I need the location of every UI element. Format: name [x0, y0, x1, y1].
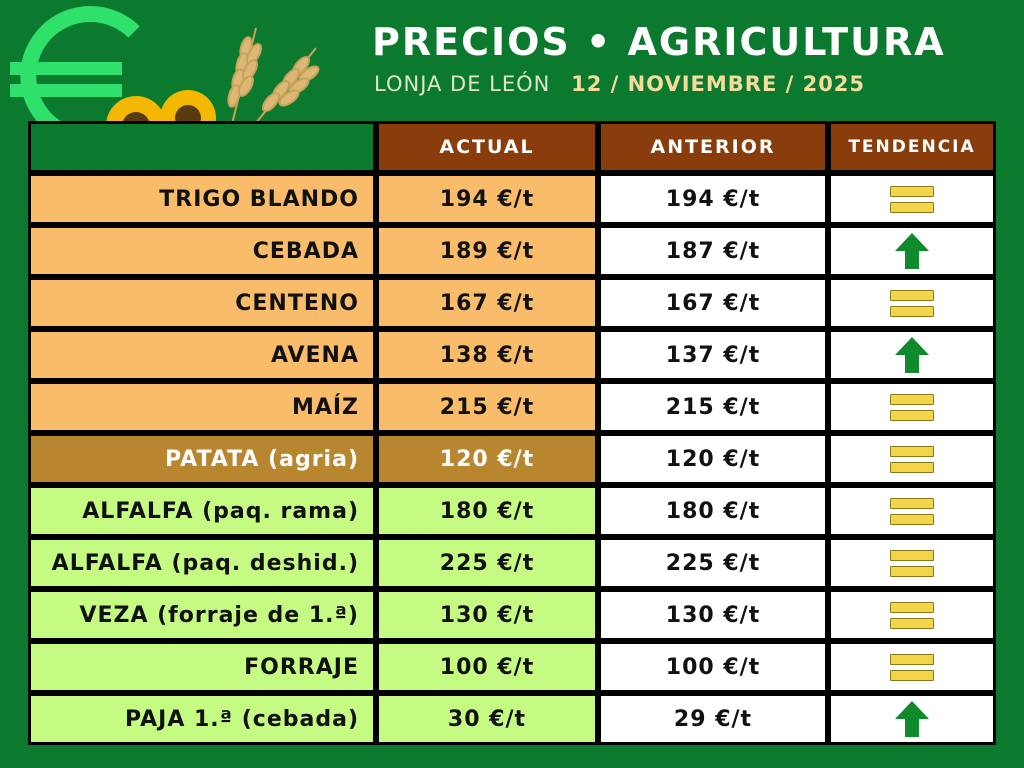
product-name: PATATA (agria): [28, 433, 376, 485]
current-price: 130 €/t: [376, 589, 598, 641]
equal-icon: [890, 601, 934, 629]
current-price: 189 €/t: [376, 225, 598, 277]
trend-cell: [828, 225, 996, 277]
trend-cell: [828, 277, 996, 329]
current-price: 180 €/t: [376, 485, 598, 537]
product-name: CEBADA: [28, 225, 376, 277]
header: PRECIOS • AGRICULTURA LONJA DE LEÓN 12 /…: [0, 0, 1024, 156]
report-date: 12 / NOVIEMBRE / 2025: [571, 72, 866, 96]
product-name: AVENA: [28, 329, 376, 381]
trend-cell: [828, 485, 996, 537]
page-title: PRECIOS • AGRICULTURA: [372, 20, 946, 64]
trend-cell: [828, 537, 996, 589]
arrow-up-icon: [895, 233, 929, 269]
product-name: MAÍZ: [28, 381, 376, 433]
arrow-up-icon: [895, 701, 929, 737]
price-table: ACTUAL ANTERIOR TENDENCIA TRIGO BLANDO 19…: [28, 121, 996, 745]
previous-price: 215 €/t: [598, 381, 828, 433]
current-price: 215 €/t: [376, 381, 598, 433]
product-name: FORRAJE: [28, 641, 376, 693]
product-name: ALFALFA (paq. rama): [28, 485, 376, 537]
trend-cell: [828, 641, 996, 693]
current-price: 30 €/t: [376, 693, 598, 745]
column-header-current: ACTUAL: [376, 121, 598, 173]
equal-icon: [890, 653, 934, 681]
previous-price: 137 €/t: [598, 329, 828, 381]
previous-price: 225 €/t: [598, 537, 828, 589]
equal-icon: [890, 393, 934, 421]
current-price: 225 €/t: [376, 537, 598, 589]
equal-icon: [890, 445, 934, 473]
trend-cell: [828, 381, 996, 433]
previous-price: 167 €/t: [598, 277, 828, 329]
current-price: 194 €/t: [376, 173, 598, 225]
previous-price: 180 €/t: [598, 485, 828, 537]
product-name: TRIGO BLANDO: [28, 173, 376, 225]
previous-price: 187 €/t: [598, 225, 828, 277]
column-header-previous: ANTERIOR: [598, 121, 828, 173]
table-corner: [28, 121, 376, 173]
trend-cell: [828, 433, 996, 485]
previous-price: 29 €/t: [598, 693, 828, 745]
current-price: 100 €/t: [376, 641, 598, 693]
product-name: PAJA 1.ª (cebada): [28, 693, 376, 745]
equal-icon: [890, 185, 934, 213]
column-header-trend: TENDENCIA: [828, 121, 996, 173]
product-name: CENTENO: [28, 277, 376, 329]
previous-price: 120 €/t: [598, 433, 828, 485]
current-price: 138 €/t: [376, 329, 598, 381]
trend-cell: [828, 693, 996, 745]
product-name: ALFALFA (paq. deshid.): [28, 537, 376, 589]
equal-icon: [890, 289, 934, 317]
arrow-up-icon: [895, 337, 929, 373]
page-subtitle: LONJA DE LEÓN 12 / NOVIEMBRE / 2025: [374, 72, 865, 96]
previous-price: 130 €/t: [598, 589, 828, 641]
previous-price: 100 €/t: [598, 641, 828, 693]
trend-cell: [828, 329, 996, 381]
current-price: 167 €/t: [376, 277, 598, 329]
equal-icon: [890, 549, 934, 577]
market-name: LONJA DE LEÓN: [374, 72, 551, 96]
current-price: 120 €/t: [376, 433, 598, 485]
equal-icon: [890, 497, 934, 525]
trend-cell: [828, 173, 996, 225]
product-name: VEZA (forraje de 1.ª): [28, 589, 376, 641]
previous-price: 194 €/t: [598, 173, 828, 225]
trend-cell: [828, 589, 996, 641]
